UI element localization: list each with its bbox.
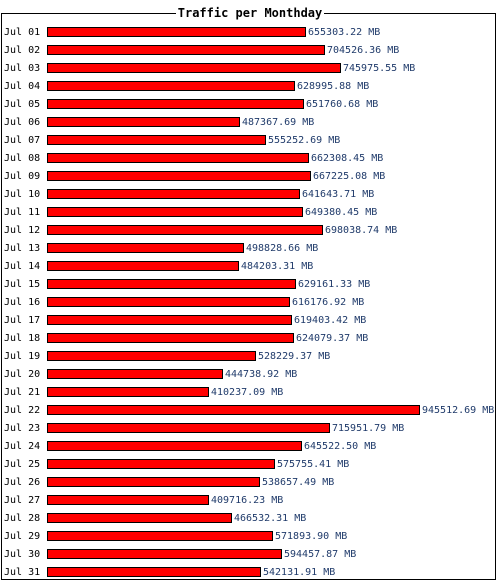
category-label: Jul 11 <box>4 207 40 218</box>
bar <box>47 351 256 361</box>
value-label: 629161.33 MB <box>298 279 370 290</box>
bar <box>47 477 260 487</box>
category-label: Jul 28 <box>4 513 40 524</box>
category-label: Jul 20 <box>4 369 40 380</box>
category-label: Jul 25 <box>4 459 40 470</box>
category-label: Jul 06 <box>4 117 40 128</box>
category-label: Jul 02 <box>4 45 40 56</box>
value-label: 651760.68 MB <box>306 99 378 110</box>
value-label: 641643.71 MB <box>302 189 374 200</box>
category-label: Jul 14 <box>4 261 40 272</box>
category-label: Jul 09 <box>4 171 40 182</box>
value-label: 662308.45 MB <box>311 153 383 164</box>
value-label: 444738.92 MB <box>225 369 297 380</box>
bar <box>47 189 300 199</box>
bar <box>47 333 294 343</box>
bar <box>47 387 209 397</box>
category-label: Jul 15 <box>4 279 40 290</box>
value-label: 528229.37 MB <box>258 351 330 362</box>
category-label: Jul 23 <box>4 423 40 434</box>
bar <box>47 225 323 235</box>
value-label: 498828.66 MB <box>246 243 318 254</box>
bar <box>47 297 290 307</box>
bar <box>47 207 303 217</box>
bar <box>47 63 341 73</box>
category-label: Jul 19 <box>4 351 40 362</box>
category-label: Jul 31 <box>4 567 40 578</box>
category-label: Jul 07 <box>4 135 40 146</box>
category-label: Jul 13 <box>4 243 40 254</box>
value-label: 538657.49 MB <box>262 477 334 488</box>
value-label: 575755.41 MB <box>277 459 349 470</box>
value-label: 484203.31 MB <box>241 261 313 272</box>
bar <box>47 315 292 325</box>
value-label: 655303.22 MB <box>308 27 380 38</box>
bar <box>47 153 309 163</box>
value-label: 698038.74 MB <box>325 225 397 236</box>
value-label: 594457.87 MB <box>284 549 356 560</box>
category-label: Jul 03 <box>4 63 40 74</box>
bar <box>47 549 282 559</box>
value-label: 616176.92 MB <box>292 297 364 308</box>
value-label: 745975.55 MB <box>343 63 415 74</box>
value-label: 571893.90 MB <box>275 531 347 542</box>
value-label: 645522.50 MB <box>304 441 376 452</box>
value-label: 667225.08 MB <box>313 171 385 182</box>
value-label: 704526.36 MB <box>327 45 399 56</box>
bar <box>47 279 296 289</box>
category-label: Jul 27 <box>4 495 40 506</box>
category-label: Jul 12 <box>4 225 40 236</box>
bar <box>47 261 239 271</box>
bar <box>47 495 209 505</box>
bar <box>47 513 232 523</box>
category-label: Jul 05 <box>4 99 40 110</box>
bar <box>47 423 330 433</box>
bar <box>47 117 240 127</box>
bar <box>47 27 306 37</box>
bar <box>47 567 261 577</box>
category-label: Jul 10 <box>4 189 40 200</box>
value-label: 555252.69 MB <box>268 135 340 146</box>
category-label: Jul 24 <box>4 441 40 452</box>
value-label: 649380.45 MB <box>305 207 377 218</box>
category-label: Jul 18 <box>4 333 40 344</box>
value-label: 487367.69 MB <box>242 117 314 128</box>
category-label: Jul 16 <box>4 297 40 308</box>
category-label: Jul 30 <box>4 549 40 560</box>
chart-title-text: Traffic per Monthday <box>175 6 325 20</box>
category-label: Jul 26 <box>4 477 40 488</box>
value-label: 624079.37 MB <box>296 333 368 344</box>
category-label: Jul 29 <box>4 531 40 542</box>
value-label: 409716.23 MB <box>211 495 283 506</box>
category-label: Jul 17 <box>4 315 40 326</box>
bar <box>47 369 223 379</box>
value-label: 619403.42 MB <box>294 315 366 326</box>
bar <box>47 531 273 541</box>
category-label: Jul 04 <box>4 81 40 92</box>
bar <box>47 99 304 109</box>
chart-title: Traffic per Monthday <box>0 5 500 21</box>
category-label: Jul 22 <box>4 405 40 416</box>
value-label: 542131.91 MB <box>263 567 335 578</box>
value-label: 410237.09 MB <box>211 387 283 398</box>
bar <box>47 135 266 145</box>
bar <box>47 45 325 55</box>
bar <box>47 459 275 469</box>
bar <box>47 171 311 181</box>
value-label: 945512.69 MB <box>422 405 494 416</box>
bar <box>47 243 244 253</box>
value-label: 628995.88 MB <box>297 81 369 92</box>
value-label: 715951.79 MB <box>332 423 404 434</box>
bar <box>47 81 295 91</box>
category-label: Jul 08 <box>4 153 40 164</box>
bar <box>47 405 420 415</box>
bar <box>47 441 302 451</box>
value-label: 466532.31 MB <box>234 513 306 524</box>
category-label: Jul 21 <box>4 387 40 398</box>
category-label: Jul 01 <box>4 27 40 38</box>
